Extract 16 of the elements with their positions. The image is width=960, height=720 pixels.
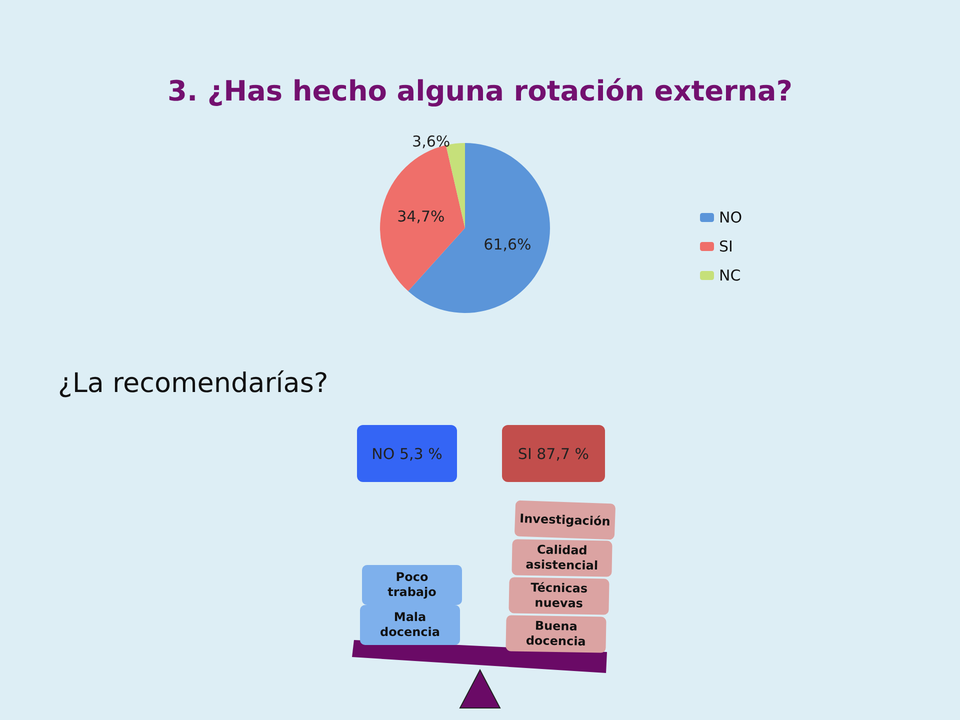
text: Poco trabajo <box>362 565 462 605</box>
legend-label: NO <box>719 208 742 226</box>
data-label: 34,7% <box>397 208 445 226</box>
text: Mala docencia <box>360 605 460 645</box>
text: ¿La recomendarías? <box>58 368 328 399</box>
text: SI 87,7 % <box>502 425 605 482</box>
text: NO 5,3 % <box>357 425 457 482</box>
text: Buena docencia <box>506 615 606 653</box>
data-label: 61,6% <box>484 235 532 254</box>
data-label: 3,6% <box>412 132 450 151</box>
chart-title: 3. ¿Has hecho alguna rotación externa? <box>167 74 793 108</box>
legend-label: NC <box>719 266 741 284</box>
text: Investigación <box>514 500 616 540</box>
text: Calidad asistencial <box>512 539 612 577</box>
legend-label: SI <box>719 238 733 256</box>
text: Técnicas nuevas <box>508 577 610 615</box>
